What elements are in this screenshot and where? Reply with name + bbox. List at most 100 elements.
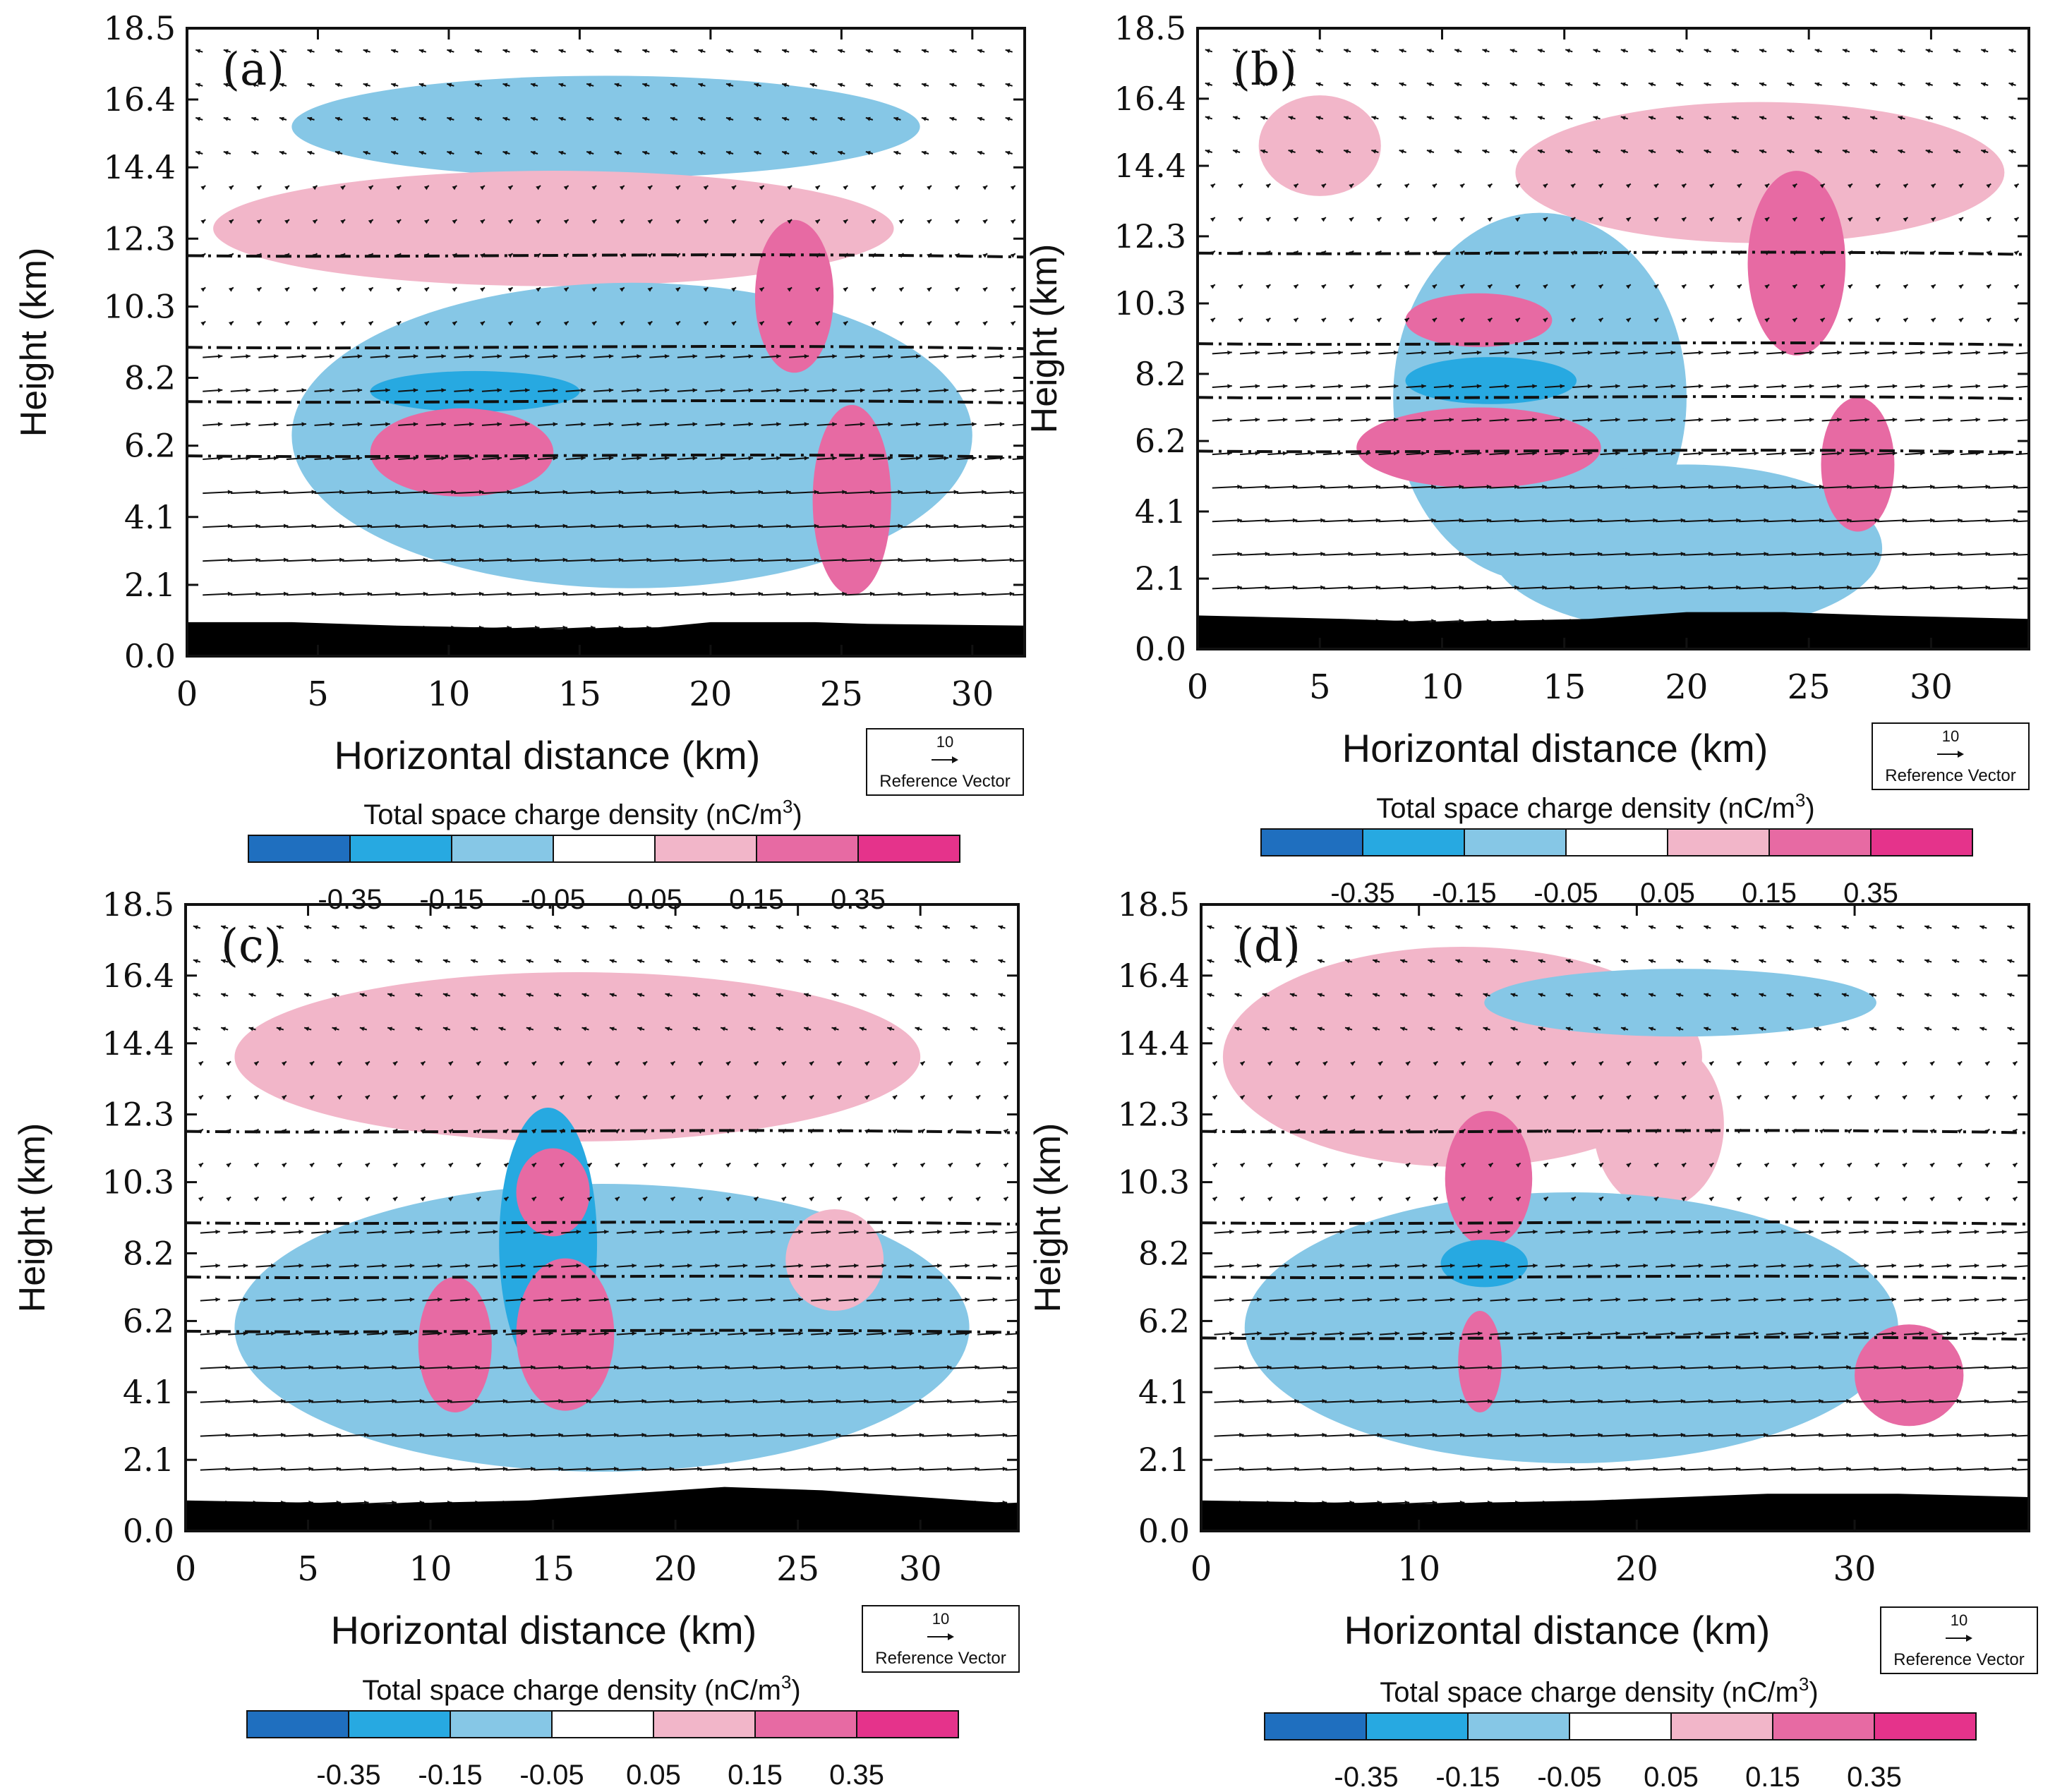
wind-vector-head bbox=[781, 1197, 786, 1201]
wind-vector-head bbox=[442, 925, 448, 930]
wind-vector-head bbox=[308, 1398, 313, 1403]
wind-vector-head bbox=[898, 490, 903, 495]
wind-vector-head bbox=[1984, 1432, 1989, 1437]
wind-vector-head bbox=[1267, 1432, 1272, 1437]
wind-vector-head bbox=[1620, 116, 1626, 121]
wind-vector-head bbox=[1957, 1061, 1963, 1066]
wind-vector-head bbox=[759, 186, 764, 190]
x-tick-label: 10 bbox=[409, 1549, 452, 1589]
wind-vector-head bbox=[614, 83, 620, 87]
colorbar-swatch bbox=[248, 835, 351, 863]
wind-vector-head bbox=[413, 456, 418, 461]
wind-vector bbox=[1959, 1400, 1989, 1403]
wind-vector-head bbox=[1653, 552, 1658, 557]
wind-vector-head bbox=[642, 1197, 648, 1201]
wind-vector-head bbox=[1262, 993, 1267, 998]
x-tick-label: 10 bbox=[1421, 667, 1464, 707]
wind-vector-head bbox=[1680, 1466, 1686, 1471]
wind-vector-head bbox=[2041, 552, 2045, 556]
wind-vector-head bbox=[2041, 619, 2045, 623]
wind-vector bbox=[977, 1400, 1008, 1403]
wind-vector bbox=[705, 525, 735, 528]
wind-vector-head bbox=[881, 1230, 886, 1235]
wind-vector-head bbox=[609, 1027, 615, 1031]
wind-vector-head bbox=[965, 1230, 970, 1235]
wind-vector-head bbox=[1542, 518, 1547, 523]
wind-vector bbox=[1489, 586, 1519, 590]
wind-vector bbox=[1656, 519, 1686, 523]
wind-vector-head bbox=[1653, 484, 1658, 490]
wind-vector bbox=[699, 1400, 730, 1403]
wind-vector-head bbox=[447, 1432, 452, 1437]
wind-vector bbox=[1766, 1400, 1796, 1403]
wind-vector bbox=[1012, 593, 1025, 596]
wind-vector-head bbox=[1487, 284, 1493, 289]
wind-vector-head bbox=[1239, 1129, 1245, 1134]
wind-vector-head bbox=[225, 1432, 230, 1437]
wind-vector-head bbox=[1791, 585, 1797, 590]
wind-vector bbox=[922, 1366, 952, 1369]
wind-vector-head bbox=[1431, 585, 1436, 590]
wind-vector-head bbox=[1320, 317, 1326, 323]
wind-vector-head bbox=[1653, 1398, 1658, 1403]
wind-vector-head bbox=[1345, 925, 1350, 930]
wind-vector-head bbox=[1763, 1466, 1768, 1471]
wind-vector-head bbox=[330, 354, 335, 359]
wind-vector-head bbox=[1670, 1264, 1676, 1269]
wind-vector-head bbox=[919, 1466, 924, 1471]
x-tick-label: 30 bbox=[899, 1549, 942, 1589]
wind-vector-head bbox=[1809, 1297, 1814, 1302]
wind-vector-head bbox=[246, 422, 251, 427]
wind-vector-head bbox=[474, 83, 480, 87]
wind-vector bbox=[1793, 1400, 1824, 1403]
y-tick-label: 0.0 bbox=[1138, 1512, 1190, 1550]
wind-vector-head bbox=[1643, 384, 1648, 389]
wind-vector-head bbox=[920, 1129, 925, 1134]
wind-vector bbox=[1876, 1467, 1906, 1471]
wind-vector-head bbox=[947, 1197, 953, 1201]
y-axis: 0.02.14.16.28.210.312.314.416.418.5 bbox=[104, 9, 1025, 675]
wind-vector bbox=[616, 1467, 646, 1471]
wind-vector bbox=[1711, 552, 1741, 556]
wind-vector-head bbox=[1265, 552, 1270, 557]
wind-vector-head bbox=[2001, 1297, 2007, 1302]
wind-vector-head bbox=[1005, 150, 1011, 155]
wind-vector-head bbox=[581, 1027, 587, 1031]
wind-vector-head bbox=[870, 321, 876, 326]
wind-vector-head bbox=[1405, 1061, 1411, 1066]
y-tick-label: 14.4 bbox=[102, 1024, 174, 1063]
wind-vector-head bbox=[1819, 317, 1825, 323]
wind-vector-head bbox=[2011, 1398, 2017, 1403]
wind-vector bbox=[1012, 526, 1025, 528]
wind-vector-head bbox=[731, 219, 737, 224]
wind-vector bbox=[1848, 1434, 1879, 1437]
wind-vector-head bbox=[2011, 1466, 2017, 1471]
wind-vector-head bbox=[982, 591, 987, 596]
wind-vector-head bbox=[1874, 1364, 1879, 1369]
wind-vector bbox=[1793, 1366, 1824, 1369]
wind-vector-head bbox=[1338, 417, 1343, 423]
x-axis: 0 10 20 30 bbox=[1191, 904, 1876, 1589]
wind-vector-head bbox=[1477, 1297, 1483, 1302]
wind-vector-head bbox=[748, 422, 754, 427]
wind-vector bbox=[789, 491, 819, 495]
wind-vector-head bbox=[915, 993, 920, 998]
wind-vector-head bbox=[770, 1331, 776, 1336]
wind-vector bbox=[1656, 1467, 1686, 1471]
wind-vector-head bbox=[1731, 82, 1737, 87]
wind-vector-head bbox=[1570, 1466, 1575, 1471]
wind-vector-head bbox=[1569, 585, 1574, 590]
wind-vector-head bbox=[309, 1061, 315, 1066]
wind-vector-head bbox=[942, 925, 948, 930]
charge-region-positive bbox=[812, 405, 891, 595]
wind-vector-head bbox=[507, 219, 513, 224]
wind-vector-head bbox=[703, 287, 709, 292]
wind-vector-head bbox=[447, 1061, 453, 1066]
wind-vector-head bbox=[831, 1027, 837, 1031]
wind-vector-head bbox=[1482, 82, 1488, 87]
wind-vector bbox=[649, 593, 680, 596]
wind-vector bbox=[1324, 1366, 1354, 1369]
wind-vector-head bbox=[614, 1129, 620, 1134]
wind-vector-head bbox=[1791, 1466, 1796, 1471]
